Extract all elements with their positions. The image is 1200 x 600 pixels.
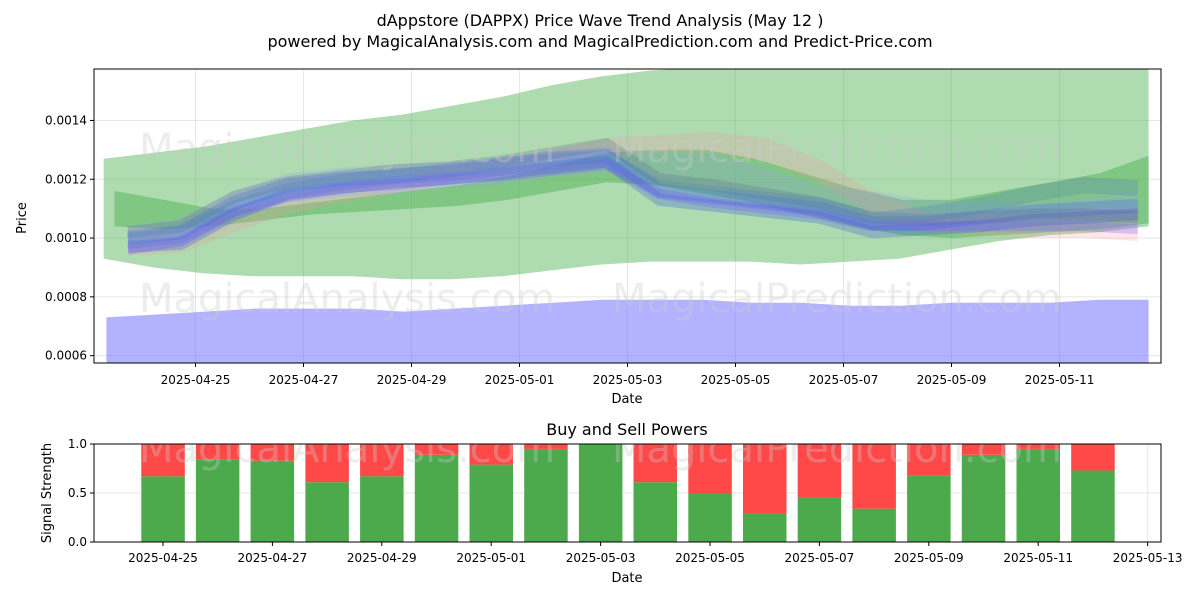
price-x-tick-label: 2025-04-29 xyxy=(377,373,447,387)
signal-x-ticks: 2025-04-25 2025-04-27 2025-04-29 2025-05-01… xyxy=(128,542,1182,565)
signal-x-tick-label: 2025-05-07 xyxy=(785,551,855,565)
watermark-analysis: MagicalAnalysis.com xyxy=(139,276,555,322)
price-x-tick-label: 2025-05-09 xyxy=(917,373,987,387)
signal-y-ticks: 0.0 0.5 1.0 xyxy=(68,437,94,549)
watermark-prediction: MagicalPrediction.com xyxy=(612,426,1062,472)
signal-panel: Buy and Sell Powers MagicalAnalysis.com … xyxy=(40,420,1182,586)
signal-x-tick-label: 2025-05-01 xyxy=(456,551,526,565)
sell-bar xyxy=(305,444,349,483)
price-x-tick-label: 2025-04-25 xyxy=(161,373,231,387)
signal-y-tick-label: 1.0 xyxy=(68,437,87,451)
price-y-tick-label: 0.0010 xyxy=(45,231,87,245)
signal-x-label: Date xyxy=(611,571,642,586)
buy-bar xyxy=(141,476,185,542)
signal-y-tick-label: 0.5 xyxy=(68,486,87,500)
sell-bar xyxy=(743,444,787,514)
sell-bar xyxy=(797,444,842,498)
signal-y-label: Signal Strength xyxy=(40,443,55,543)
price-y-ticks: 0.0006 0.0008 0.0010 0.0012 0.0014 xyxy=(45,113,94,363)
slate-wave xyxy=(127,138,1139,239)
price-x-tick-label: 2025-05-05 xyxy=(701,373,771,387)
chart-title: dAppstore (DAPPX) Price Wave Trend Analy… xyxy=(377,11,824,30)
buy-bar xyxy=(907,475,951,542)
price-x-tick-label: 2025-05-03 xyxy=(593,373,663,387)
signal-x-tick-label: 2025-04-27 xyxy=(238,551,308,565)
lavender-band xyxy=(128,146,1138,253)
buy-bar xyxy=(578,444,623,542)
buy-bar xyxy=(852,508,896,542)
sell-bar xyxy=(633,444,677,483)
buy-bar xyxy=(195,459,240,542)
signal-x-tick-label: 2025-04-25 xyxy=(128,551,198,565)
sell-bar xyxy=(469,444,513,465)
price-x-label: Date xyxy=(611,392,642,407)
sell-bar xyxy=(852,444,896,509)
buy-bar xyxy=(360,476,404,542)
signal-x-tick-label: 2025-05-11 xyxy=(1003,551,1073,565)
buy-bar xyxy=(524,448,568,542)
chart-subtitle: powered by MagicalAnalysis.com and Magic… xyxy=(267,32,932,51)
signal-y-tick-label: 0.0 xyxy=(68,535,87,549)
price-watermarks: MagicalAnalysis.com MagicalPrediction.co… xyxy=(139,126,1062,322)
buy-bar xyxy=(1071,470,1115,542)
price-x-tick-label: 2025-04-27 xyxy=(269,373,339,387)
steel-wave xyxy=(127,150,1139,249)
sell-bar xyxy=(1016,444,1060,449)
buy-bar xyxy=(743,513,787,542)
blue-support-band xyxy=(106,299,1149,363)
sell-bar xyxy=(1071,444,1115,471)
buy-bar xyxy=(414,454,459,542)
buy-bar xyxy=(633,482,677,542)
sell-bar xyxy=(907,444,951,476)
sell-bar xyxy=(250,444,295,461)
blue-wave-1 xyxy=(127,148,1139,245)
watermark-prediction: MagicalPrediction.com xyxy=(612,276,1062,322)
buy-bar xyxy=(305,482,349,542)
signal-x-tick-label: 2025-05-03 xyxy=(566,551,636,565)
price-x-tick-label: 2025-05-07 xyxy=(809,373,879,387)
price-x-ticks: 2025-04-25 2025-04-27 2025-04-29 2025-05-01… xyxy=(161,363,1095,387)
price-y-tick-label: 0.0006 xyxy=(45,349,87,363)
sell-bar xyxy=(360,444,404,477)
sell-bar xyxy=(195,444,240,460)
buy-bar xyxy=(469,464,513,542)
sell-bar xyxy=(141,444,185,477)
price-y-tick-label: 0.0014 xyxy=(45,113,87,127)
buy-bar xyxy=(797,497,842,542)
pink-band xyxy=(128,132,1138,256)
signal-x-tick-label: 2025-05-13 xyxy=(1113,551,1183,565)
price-panel: MagicalAnalysis.com MagicalPrediction.co… xyxy=(15,68,1162,407)
signal-x-tick-label: 2025-04-29 xyxy=(347,551,417,565)
watermark-analysis: MagicalAnalysis.com xyxy=(139,126,555,172)
sell-bar xyxy=(961,444,1006,455)
price-x-tick-label: 2025-05-11 xyxy=(1025,373,1095,387)
price-plot-area xyxy=(103,69,1149,363)
buy-bar xyxy=(961,454,1006,542)
signal-x-tick-label: 2025-05-09 xyxy=(894,551,964,565)
buy-bar xyxy=(1016,448,1060,542)
blue-wave-2 xyxy=(127,155,1139,253)
price-x-tick-label: 2025-05-01 xyxy=(485,373,555,387)
violet-wave xyxy=(127,159,1139,255)
buy-bar xyxy=(688,493,732,542)
watermark-analysis: MagicalAnalysis.com xyxy=(139,426,555,472)
green-upper-band xyxy=(103,69,1149,280)
price-y-tick-label: 0.0008 xyxy=(45,290,87,304)
buy-bar xyxy=(250,460,295,542)
sell-bar xyxy=(414,444,459,455)
signal-bars xyxy=(141,444,1115,542)
signal-panel-title: Buy and Sell Powers xyxy=(546,420,708,439)
sell-bar xyxy=(688,444,732,493)
sell-bar xyxy=(524,444,568,449)
price-y-tick-label: 0.0012 xyxy=(45,172,87,186)
price-y-label: Price xyxy=(15,202,30,234)
watermark-prediction: MagicalPrediction.com xyxy=(612,126,1062,172)
signal-watermarks: MagicalAnalysis.com MagicalPrediction.co… xyxy=(139,426,1062,472)
signal-x-tick-label: 2025-05-05 xyxy=(675,551,745,565)
green-lower-band xyxy=(114,149,1149,238)
